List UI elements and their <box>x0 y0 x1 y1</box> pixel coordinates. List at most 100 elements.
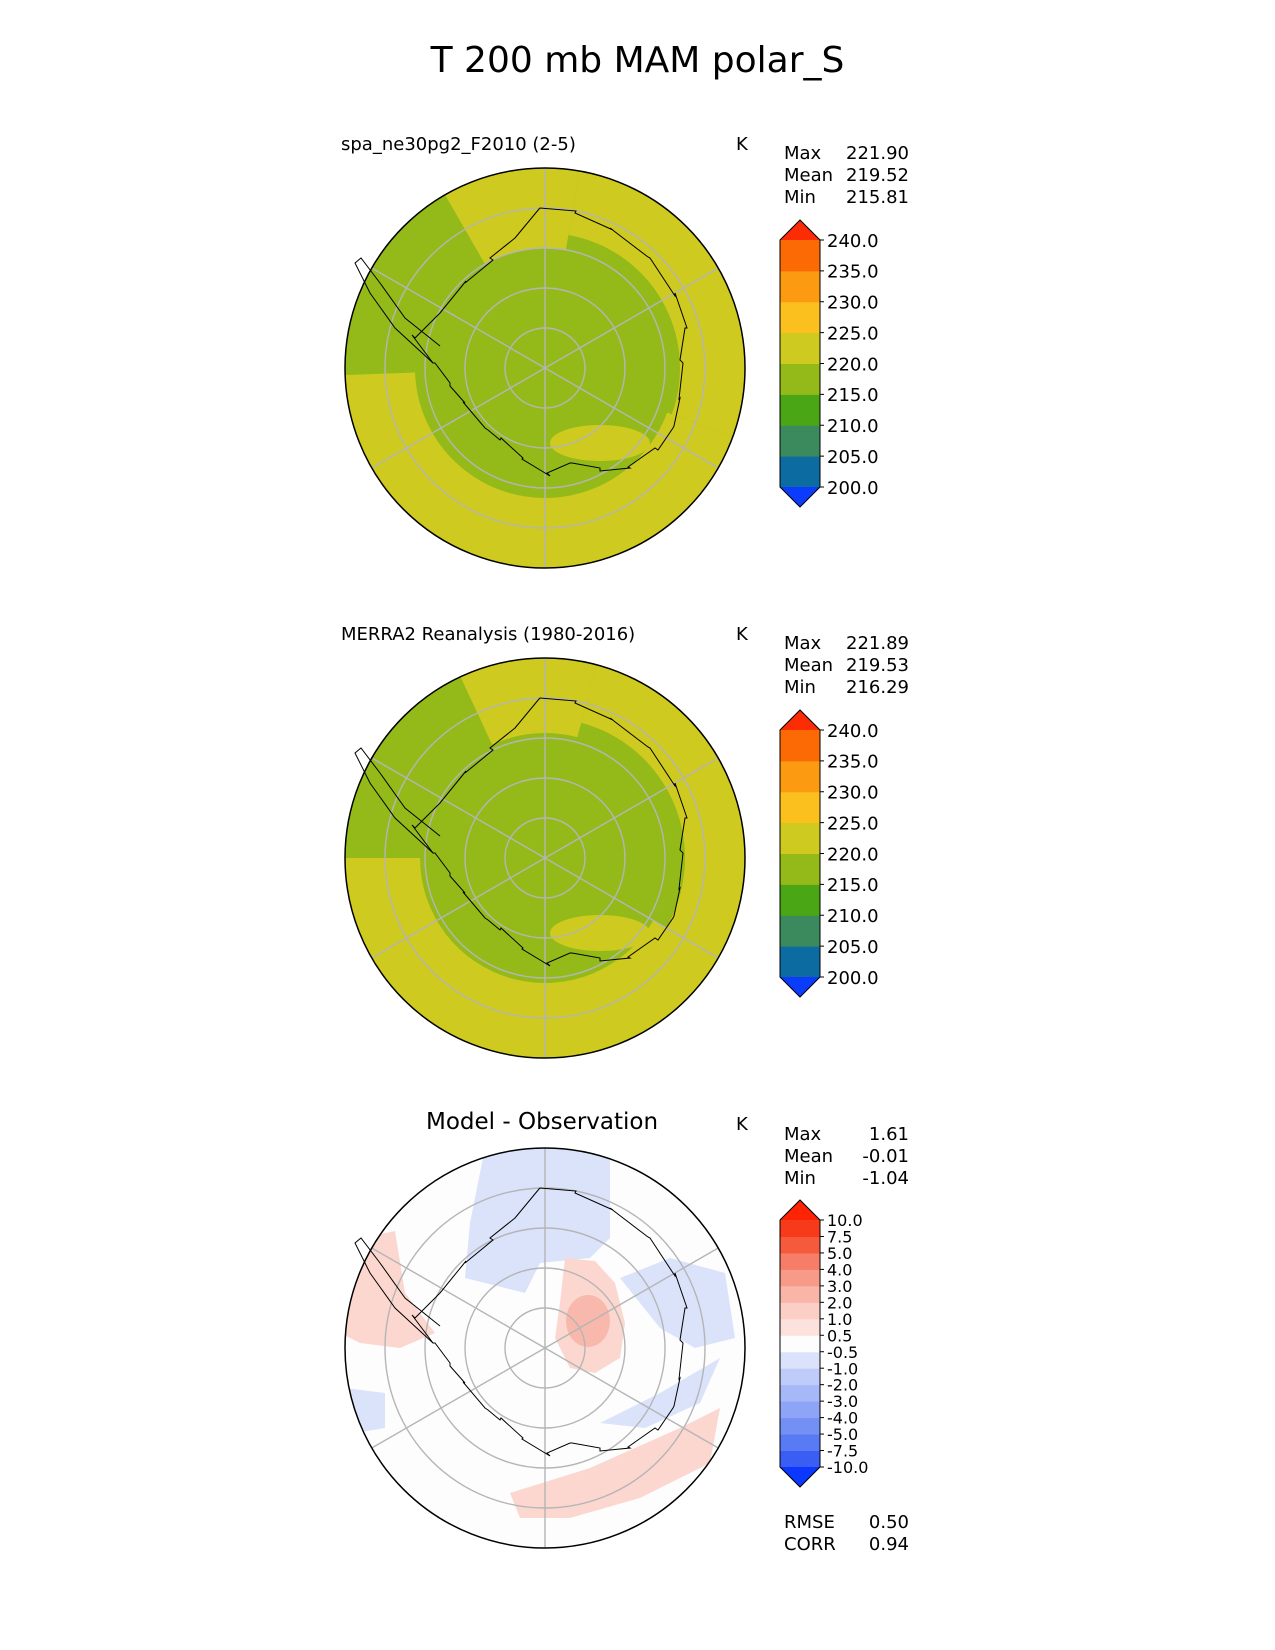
antarctica-coastline <box>411 1187 688 1457</box>
colorbar-segment <box>780 270 820 303</box>
stat-label: Max <box>784 1124 822 1145</box>
metric-value: 0.94 <box>868 1534 909 1555</box>
colorbar-extend-min <box>780 487 820 507</box>
panel-1-polar-map <box>344 167 746 569</box>
stat-min-row: Min 215.81 <box>784 187 909 209</box>
colorbar-segment <box>780 240 820 272</box>
graticule <box>371 1148 719 1548</box>
colorbar-tick-label: -7.5 <box>827 1442 858 1461</box>
meridian-line <box>544 267 719 369</box>
colorbar-segment <box>780 394 820 426</box>
map-boundary <box>344 657 746 1059</box>
stat-mean-row: Mean 219.52 <box>784 165 909 187</box>
panel-2-polar-map <box>344 657 746 1059</box>
stat-value: 1.61 <box>868 1124 909 1145</box>
colorbar-tick-label: -4.0 <box>827 1409 858 1428</box>
colorbar-tick-label: 225.0 <box>827 813 879 834</box>
stat-value: 219.53 <box>846 655 909 676</box>
colorbar-tick-label: 230.0 <box>827 293 879 314</box>
antarctica-coastline <box>411 207 688 477</box>
colorbar-segment <box>780 1252 820 1270</box>
colorbar-tick-label: 0.5 <box>827 1326 852 1345</box>
meridian-line <box>544 367 719 469</box>
colorbar-segment <box>780 1220 820 1237</box>
colorbar-tick-label: 225.0 <box>827 323 879 344</box>
stat-value: 215.81 <box>846 187 909 208</box>
meridian-line <box>371 1347 546 1449</box>
colorbar-tick-label: 220.0 <box>827 354 879 375</box>
colorbar-segment <box>780 853 820 885</box>
meridian-line <box>371 267 546 369</box>
difference-fill-positive <box>510 1408 720 1518</box>
stat-value: 216.29 <box>846 677 909 698</box>
stat-mean-row: Mean 219.53 <box>784 655 909 677</box>
stat-label: Min <box>784 1168 816 1189</box>
stat-label: Max <box>784 143 822 164</box>
stat-max-row: Max 221.90 <box>784 143 909 165</box>
colorbar-tick-label: 4.0 <box>827 1260 852 1279</box>
colorbar-extend-min <box>780 1467 820 1487</box>
difference-fill-negative <box>620 1258 735 1348</box>
colorbar-segment <box>780 1335 820 1353</box>
antarctic-peninsula-coastline <box>354 747 441 854</box>
colorbar-tick-label: 1.0 <box>827 1310 852 1329</box>
map-boundary <box>344 167 746 569</box>
meridian-line <box>544 757 719 859</box>
colorbar-tick-label: 235.0 <box>827 752 879 773</box>
colorbar-segment <box>780 1434 820 1452</box>
stat-value: 221.89 <box>846 633 909 654</box>
stat-value: 221.90 <box>846 143 909 164</box>
antarctica-coastline <box>411 697 688 967</box>
stat-label: Mean <box>784 165 834 186</box>
stat-max-row: Max 221.89 <box>784 633 909 655</box>
metric-rmse-row: RMSE 0.50 <box>784 1512 909 1534</box>
colorbar-segment <box>780 363 820 395</box>
colorbar-tick-label: -0.5 <box>827 1343 858 1362</box>
colorbar-segment <box>780 884 820 916</box>
colorbar-segment <box>780 1368 820 1386</box>
meridian-line <box>371 1247 546 1349</box>
colorbar-segment <box>780 1401 820 1419</box>
colorbar-tick-label: -5.0 <box>827 1425 858 1444</box>
panel-3-units: K <box>736 1114 748 1135</box>
stat-label: Mean <box>784 1146 834 1167</box>
colorbar-tick-label: 200.0 <box>827 478 879 499</box>
colorbar-tick-label: 210.0 <box>827 906 879 927</box>
colorbar-tick-label: -2.0 <box>827 1376 858 1395</box>
stat-min-row: Min 216.29 <box>784 677 909 699</box>
colorbar-segment <box>780 730 820 762</box>
colorbar-segment <box>780 1318 820 1336</box>
temperature-fill-220-225 <box>568 168 745 440</box>
meridian-line <box>371 857 546 959</box>
stat-label: Max <box>784 633 822 654</box>
stat-value: 219.52 <box>846 165 909 186</box>
panel-1-stats: Max 221.90 Mean 219.52 Min 215.81 <box>784 143 909 209</box>
panel-3-colorbar: -10.0-7.5-5.0-4.0-3.0-2.0-1.0-0.50.51.02… <box>779 1199 868 1488</box>
panel-2-units: K <box>736 624 748 645</box>
temperature-fill-220-225 <box>445 168 580 265</box>
colorbar-segment <box>780 946 820 978</box>
metric-label: CORR <box>784 1534 836 1555</box>
colorbar-tick-label: -1.0 <box>827 1359 858 1378</box>
graticule <box>371 658 719 1058</box>
stat-mean-row: Mean -0.01 <box>784 1146 909 1168</box>
colorbar-tick-label: 5.0 <box>827 1244 852 1263</box>
antarctic-peninsula-coastline <box>354 257 441 364</box>
colorbar-tick-label: -3.0 <box>827 1392 858 1411</box>
meridian-line <box>544 857 719 959</box>
panel-1-units: K <box>736 134 748 155</box>
colorbar-segment <box>780 1285 820 1303</box>
colorbar-tick-label: 2.0 <box>827 1293 852 1312</box>
colorbar-segment <box>780 1417 820 1435</box>
panel-3-polar-map <box>344 1147 746 1549</box>
stat-min-row: Min -1.04 <box>784 1168 909 1190</box>
stat-label: Mean <box>784 655 834 676</box>
stat-value: -0.01 <box>862 1146 909 1167</box>
colorbar-tick-label: -10.0 <box>827 1458 868 1477</box>
colorbar-segment <box>780 301 820 334</box>
figure-title: T 200 mb MAM polar_S <box>430 40 845 81</box>
panel-2-colorbar: 200.0 205.0 210.0 215.0 220.0 225.0 230.0 235.0… <box>779 709 879 998</box>
colorbar-extend-max <box>780 220 820 240</box>
difference-fill-negative <box>600 1358 720 1428</box>
stat-value: -1.04 <box>862 1168 909 1189</box>
